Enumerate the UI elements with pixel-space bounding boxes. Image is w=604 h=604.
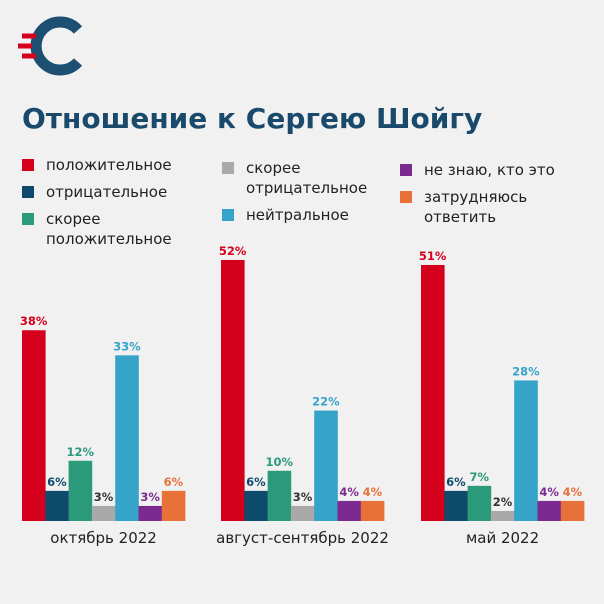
x-tick-label: август-сентябрь 2022 [216,529,389,547]
value-label: 3% [94,490,114,504]
value-label: 51% [419,249,447,263]
bar [267,470,292,521]
legend-label: положительное [46,156,172,174]
value-label: 6% [446,475,466,489]
legend-label: не знаю, кто это [424,161,555,179]
legend-item: затрудняюсь ответить [400,187,584,227]
bar [314,410,338,521]
x-tick-label: май 2022 [466,529,539,547]
bar [138,505,163,521]
value-label: 4% [563,485,583,499]
value-label: 12% [66,445,94,459]
value-label: 6% [47,475,67,489]
bar [421,264,445,521]
legend-item: скорее положительное [22,209,216,249]
legend-item: отрицательное [22,182,206,202]
value-label: 28% [512,364,540,378]
value-label: 52% [219,244,247,258]
value-label: 33% [113,339,141,353]
chart-title: Отношение к Сергею Шойгу [22,102,482,135]
legend-item: положительное [22,155,206,175]
x-tick-label: октябрь 2022 [50,529,157,547]
value-label: 38% [20,314,48,328]
logo [18,16,83,76]
bar [467,485,492,521]
legend-swatch [222,162,234,174]
legend-item: скорее отрицательное [222,158,406,198]
bar [290,505,315,521]
legend-swatch [400,191,412,203]
bar [337,500,362,521]
bar [68,460,93,521]
bar [490,510,515,521]
bar [360,500,385,521]
legend-swatch [22,186,34,198]
value-label: 10% [265,455,293,469]
value-label: 7% [469,470,489,484]
legend-label: нейтральное [246,206,349,224]
bar [444,490,468,521]
value-label: 2% [493,495,513,509]
value-label: 6% [246,475,266,489]
bar [45,490,69,521]
legend-swatch [400,164,412,176]
value-label: 6% [164,475,184,489]
legend-label: отрицательное [46,183,168,201]
value-label: 3% [293,490,313,504]
legend-swatch [222,209,234,221]
value-label: 3% [140,490,160,504]
bar [22,330,46,521]
bar [221,259,245,521]
bar [244,490,268,521]
value-label: 22% [312,395,340,409]
bar [537,500,562,521]
bar [514,380,538,521]
legend-item: нейтральное [222,205,406,225]
legend-item: не знаю, кто это [400,160,584,180]
legend-label: скорее отрицательное [246,159,368,197]
legend-label: скорее положительное [46,210,172,248]
value-label: 4% [363,485,383,499]
bar [560,500,585,521]
legend-label: затрудняюсь ответить [424,188,528,226]
legend-swatch [22,213,34,225]
value-label: 4% [339,485,359,499]
bar [161,490,186,521]
bar [115,355,139,521]
legend-swatch [22,159,34,171]
value-label: 4% [539,485,559,499]
bar [91,505,116,521]
